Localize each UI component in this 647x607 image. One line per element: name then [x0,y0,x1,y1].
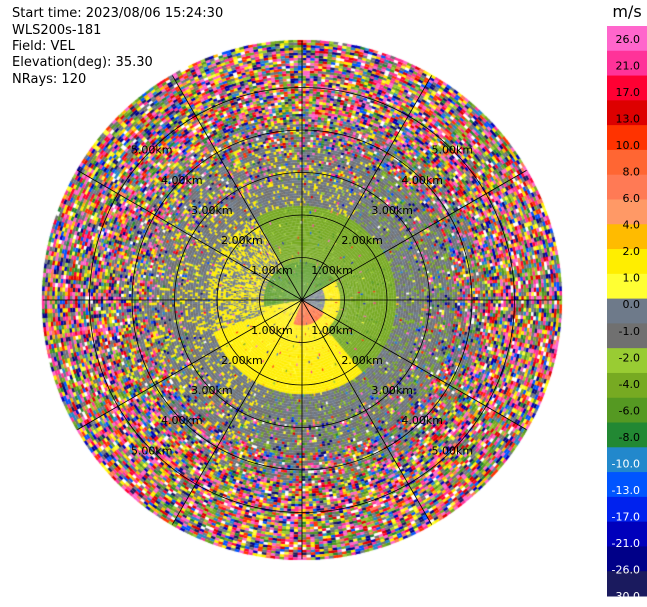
colorbar-block [607,100,647,126]
colorbar-tick-label: -30.0 [612,590,640,603]
azimuth-spoke-60 [301,170,527,301]
range-ring-label: 4.00km [401,414,443,427]
azimuth-spoke-210 [172,299,303,525]
range-ring-label: 5.00km [431,444,473,457]
range-ring-label: 2.00km [341,354,383,367]
colorbar-block [607,125,647,151]
colorbar-tick-label: -1.0 [619,325,640,338]
azimuth-spoke-30 [301,75,432,301]
colorbar-block [607,199,647,225]
azimuth-spoke-150 [301,299,432,525]
colorbar-block [607,447,647,473]
colorbar-tick-label: 6.0 [623,192,641,205]
elevation-label: Elevation(deg): 35.30 [12,55,153,70]
colorbar-block [607,249,647,275]
range-ring-label: 1.00km [251,324,293,337]
range-ring-label: 4.00km [401,174,443,187]
range-ring-label: 4.00km [161,174,203,187]
colorbar-tick-label: -21.0 [612,537,640,550]
colorbar-tick-label: 8.0 [623,166,641,179]
range-ring-label: 2.00km [221,354,263,367]
start-time-label: Start time: 2023/08/06 15:24:30 [12,6,224,21]
colorbar-tick-label: -26.0 [612,563,640,576]
colorbar-tick-label: 1.0 [623,272,641,285]
colorbar-blocks [607,26,647,597]
colorbar-block [607,521,647,547]
azimuth-spoke-120 [301,299,527,430]
colorbar-tick-label: 4.0 [623,219,641,232]
colorbar-tick-label: -10.0 [612,457,640,470]
range-ring-label: 5.00km [131,444,173,457]
range-ring-label: 2.00km [221,234,263,247]
colorbar-block [607,546,647,572]
colorbar-block [607,75,647,101]
colorbar-title: m/s [612,2,641,21]
azimuth-spoke-330 [172,75,303,301]
range-ring-label: 1.00km [251,264,293,277]
azimuth-spokes [42,40,562,560]
colorbar-block [607,348,647,374]
colorbar-tick-label: -13.0 [612,484,640,497]
colorbar-tick-label: -8.0 [619,431,640,444]
instrument-label: WLS200s-181 [12,23,102,38]
colorbar-block [607,298,647,324]
colorbar-tick-label: -2.0 [619,351,640,364]
colorbar-tick-label: 10.0 [616,139,641,152]
colorbar-tick-label: 26.0 [616,33,641,46]
colorbar-block [607,26,647,52]
colorbar-tick-label: -4.0 [619,378,640,391]
colorbar-tick-label: 17.0 [616,86,641,99]
range-ring-label: 5.00km [431,144,473,157]
nrays-label: NRays: 120 [12,72,87,87]
colorbar-tick-label: 21.0 [616,60,641,73]
colorbar-tick-labels: 26.0 21.0 17.0 13.0 10.0 8.0 6.0 4.0 2.0 1.0 0.0 -1… [612,33,640,603]
colorbar-block [607,472,647,498]
range-ring-label: 3.00km [191,384,233,397]
colorbar-tick-label: 2.0 [623,245,641,258]
colorbar-block [607,174,647,200]
colorbar-block [607,372,647,399]
range-ring-label: 3.00km [371,384,413,397]
colorbar-block [607,397,647,424]
range-ring-label: 3.00km [191,204,233,217]
colorbar-block [607,50,647,77]
colorbar-block [607,571,647,597]
colorbar-block [607,273,647,300]
range-ring-label: 1.00km [311,264,353,277]
range-ring-label: 4.00km [161,414,203,427]
colorbar-tick-label: 0.0 [623,298,641,311]
field-label: Field: VEL [12,39,75,54]
colorbar-block [607,149,647,176]
colorbar-tick-label: -17.0 [612,510,640,523]
colorbar-block [607,224,647,250]
azimuth-spoke-240 [77,299,303,430]
range-ring-labels: 1.00km 1.00km 1.00km 1.00km 2.00km 2.00km 2.00… [131,144,473,458]
range-ring-label: 1.00km [311,324,353,337]
azimuth-spoke-300 [77,170,303,301]
range-ring-label: 5.00km [131,144,173,157]
range-ring-label: 3.00km [371,204,413,217]
colorbar-tick-label: 13.0 [616,113,641,126]
colorbar-block [607,496,647,523]
colorbar-block [607,323,647,349]
range-ring-label: 2.00km [341,234,383,247]
colorbar-tick-label: -6.0 [619,404,640,417]
colorbar-block [607,422,647,448]
